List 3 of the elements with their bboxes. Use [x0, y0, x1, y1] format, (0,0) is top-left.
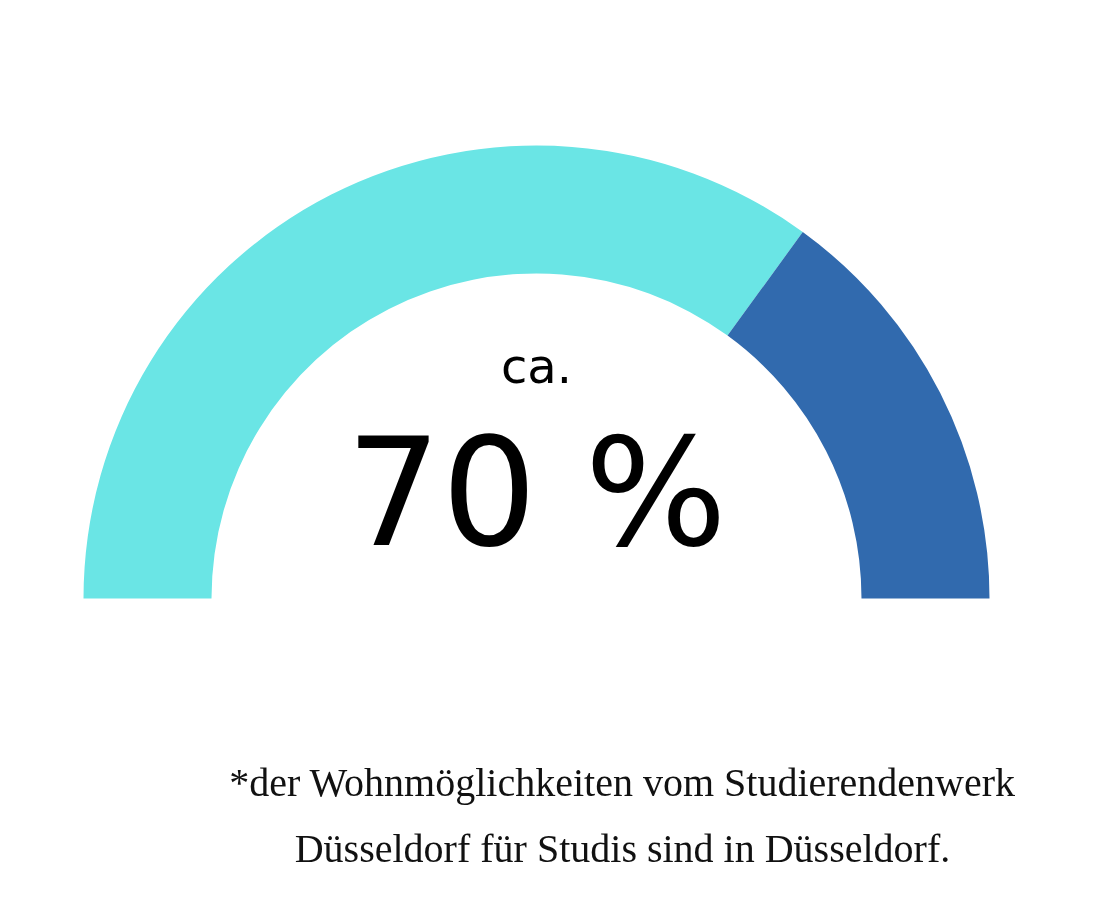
data-label: 70 %	[345, 405, 728, 580]
text: ca.	[500, 337, 573, 394]
text: *der Wohnmöglichkeiten vom Studierendenwerk Düsseldorf für Studis sind in Düsseldorf.	[229, 760, 1016, 871]
